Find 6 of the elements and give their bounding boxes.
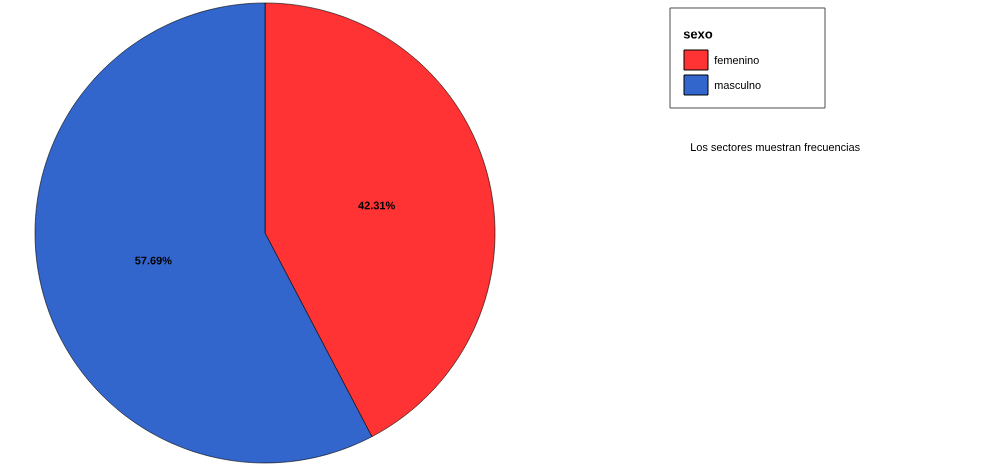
- legend-label: femenino: [714, 55, 759, 65]
- data-label: 57.69%: [135, 256, 172, 265]
- data-label: 42.31%: [358, 201, 395, 210]
- text: Los sectores muestran frecuencias: [691, 142, 860, 152]
- legend-title: sexo: [683, 31, 713, 39]
- legend-label: masculno: [714, 80, 761, 90]
